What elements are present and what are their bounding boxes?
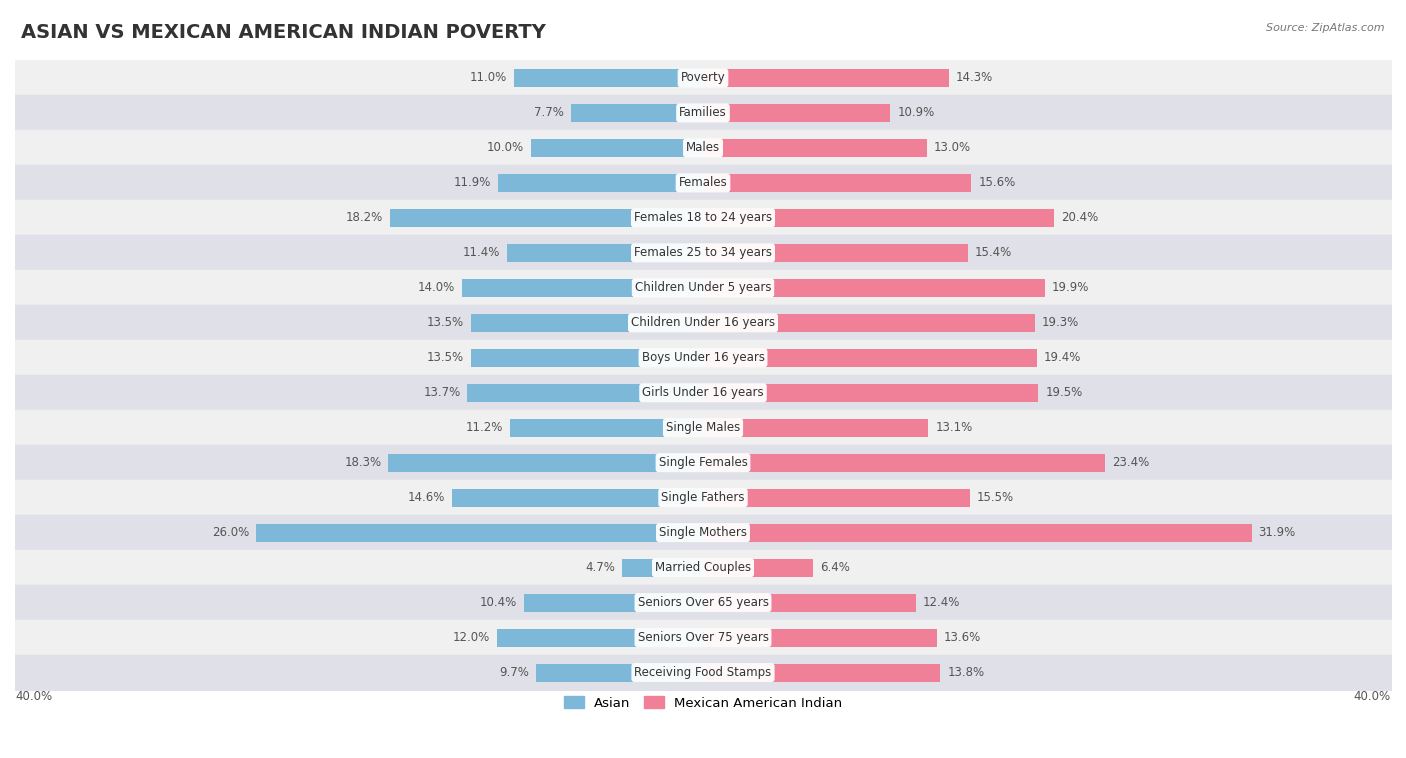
Text: Married Couples: Married Couples [655,561,751,574]
Bar [703,314,1035,332]
Text: Source: ZipAtlas.com: Source: ZipAtlas.com [1267,23,1385,33]
Text: 40.0%: 40.0% [1354,690,1391,703]
Bar [389,208,703,227]
Text: 13.6%: 13.6% [943,631,981,644]
Text: 10.4%: 10.4% [479,596,517,609]
Text: 14.6%: 14.6% [408,491,446,504]
Text: 6.4%: 6.4% [820,561,849,574]
Bar [623,559,703,577]
Bar [703,349,1036,367]
Text: Families: Families [679,106,727,120]
Bar [531,139,703,157]
Text: 11.0%: 11.0% [470,71,508,84]
Bar [463,279,703,297]
Bar [703,208,1054,227]
Text: Girls Under 16 years: Girls Under 16 years [643,387,763,399]
Text: Children Under 5 years: Children Under 5 years [634,281,772,294]
Bar [471,349,703,367]
Text: Boys Under 16 years: Boys Under 16 years [641,351,765,365]
Bar [703,524,1251,542]
Bar [703,174,972,192]
Bar [451,489,703,507]
Bar [703,418,928,437]
Bar [703,384,1039,402]
Text: 14.0%: 14.0% [418,281,456,294]
Text: 15.4%: 15.4% [974,246,1012,259]
Text: Males: Males [686,142,720,155]
Text: 13.8%: 13.8% [948,666,984,679]
Bar [388,453,703,471]
Text: 7.7%: 7.7% [534,106,564,120]
Text: 10.9%: 10.9% [897,106,935,120]
Text: 23.4%: 23.4% [1112,456,1150,469]
Text: 10.0%: 10.0% [486,142,524,155]
Bar [703,69,949,87]
Bar [496,628,703,647]
Bar [703,453,1105,471]
Bar [571,104,703,122]
Text: 19.4%: 19.4% [1043,351,1081,365]
Bar [498,174,703,192]
Bar [703,559,813,577]
Text: Receiving Food Stamps: Receiving Food Stamps [634,666,772,679]
Text: Single Females: Single Females [658,456,748,469]
Text: 31.9%: 31.9% [1258,526,1296,539]
Text: 19.9%: 19.9% [1052,281,1090,294]
Text: ASIAN VS MEXICAN AMERICAN INDIAN POVERTY: ASIAN VS MEXICAN AMERICAN INDIAN POVERTY [21,23,546,42]
Text: 13.5%: 13.5% [427,351,464,365]
Bar [703,244,967,262]
Bar [703,663,941,681]
Text: 13.0%: 13.0% [934,142,970,155]
Bar [703,279,1045,297]
Text: 14.3%: 14.3% [956,71,993,84]
Text: 19.5%: 19.5% [1045,387,1083,399]
Bar [524,594,703,612]
Text: 26.0%: 26.0% [212,526,249,539]
Bar [703,628,936,647]
Text: 9.7%: 9.7% [499,666,529,679]
Text: 13.7%: 13.7% [423,387,461,399]
Text: 13.1%: 13.1% [935,421,973,434]
Text: 12.0%: 12.0% [453,631,489,644]
Bar [703,139,927,157]
Text: 12.4%: 12.4% [924,596,960,609]
Legend: Asian, Mexican American Indian: Asian, Mexican American Indian [558,691,848,715]
Bar [467,384,703,402]
Bar [508,244,703,262]
Text: 11.4%: 11.4% [463,246,501,259]
Bar [703,489,970,507]
Text: Females 25 to 34 years: Females 25 to 34 years [634,246,772,259]
Text: 11.9%: 11.9% [454,177,492,190]
Text: 20.4%: 20.4% [1060,211,1098,224]
Text: Children Under 16 years: Children Under 16 years [631,316,775,329]
Bar [513,69,703,87]
Text: Females 18 to 24 years: Females 18 to 24 years [634,211,772,224]
Text: 18.3%: 18.3% [344,456,381,469]
Bar [703,594,917,612]
Bar [256,524,703,542]
Text: 19.3%: 19.3% [1042,316,1078,329]
Bar [471,314,703,332]
Text: 13.5%: 13.5% [427,316,464,329]
Text: Seniors Over 65 years: Seniors Over 65 years [637,596,769,609]
Text: 40.0%: 40.0% [15,690,52,703]
Bar [510,418,703,437]
Bar [536,663,703,681]
Bar [703,104,890,122]
Text: Single Males: Single Males [666,421,740,434]
Text: 11.2%: 11.2% [467,421,503,434]
Text: 4.7%: 4.7% [585,561,616,574]
Text: Poverty: Poverty [681,71,725,84]
Text: 18.2%: 18.2% [346,211,382,224]
Text: 15.5%: 15.5% [977,491,1014,504]
Text: 15.6%: 15.6% [979,177,1015,190]
Text: Single Mothers: Single Mothers [659,526,747,539]
Text: Seniors Over 75 years: Seniors Over 75 years [637,631,769,644]
Text: Females: Females [679,177,727,190]
Text: Single Fathers: Single Fathers [661,491,745,504]
